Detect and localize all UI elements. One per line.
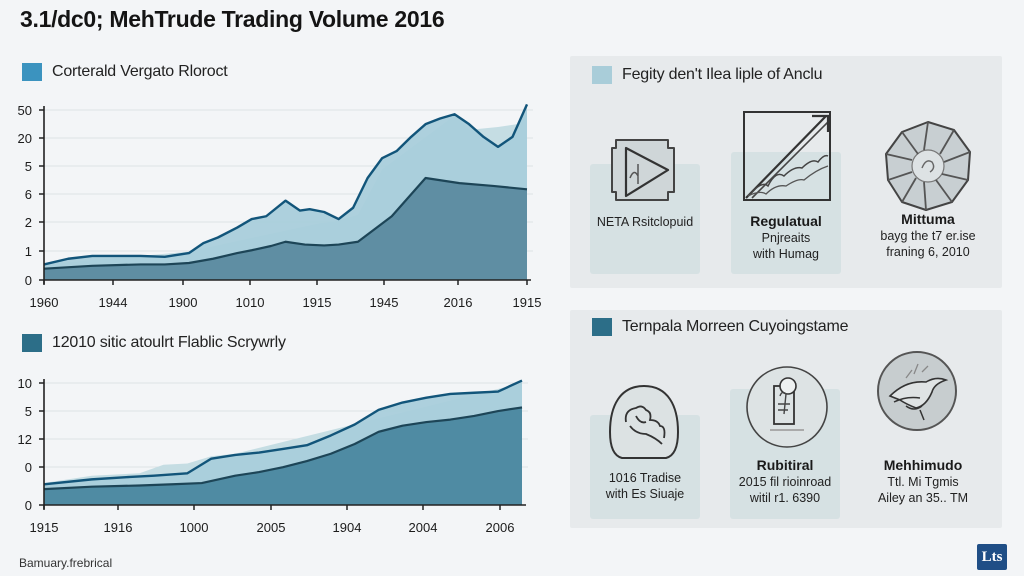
panel-top-legend: Fegity den't Ilea liple of Anclu [592, 66, 823, 84]
y-tick-label: 50 [18, 103, 32, 118]
chart1-legend-label: Corterald Vergato Rloroct [52, 63, 228, 80]
series-line-upper [43, 103, 529, 266]
card-text: Ttl. Mi Tgmis [887, 475, 959, 489]
chart2-legend-label: 12010 sitic atoulrt Flablic Scrywrly [52, 334, 286, 351]
card-text: witil r1. 6390 [749, 491, 821, 505]
y-tick-label: 5 [25, 404, 32, 419]
panel-top: Fegity den't Ilea liple of Anclu NETA Rs… [570, 56, 1002, 288]
card-text: bayg the t7 er.ise [880, 229, 976, 243]
card-heading: Regulatual [750, 213, 822, 229]
chart1-legend: Corterald Vergato Rloroct [22, 63, 228, 81]
x-tick-label: 1010 [236, 295, 265, 310]
card-text: with Humag [753, 247, 819, 261]
handshake-icon [608, 384, 680, 459]
x-tick-label: 2016 [444, 295, 473, 310]
card-heading: Mittuma [901, 211, 955, 227]
card-heading: Mehhimudo [883, 457, 963, 473]
y-tick-label: 10 [18, 376, 32, 391]
x-tick-label: 1915 [30, 520, 59, 535]
x-tick-label: 2004 [409, 520, 438, 535]
card-heading: Rubitiral [756, 457, 814, 473]
card-caption: Mittuma bayg the t7 er.ise franing 6, 20… [853, 210, 1003, 260]
chart2-legend: 12010 sitic atoulrt Flablic Scrywrly [22, 334, 286, 352]
x-tick-label: 2006 [486, 520, 515, 535]
y-tick-label: 6 [25, 187, 32, 202]
chart2-legend-swatch [22, 334, 42, 352]
trend-arrow-icon [743, 111, 831, 201]
y-tick-label: 0 [25, 460, 32, 475]
card-caption: Rubitiral 2015 fil rioinroad witil r1. 6… [710, 456, 860, 506]
x-tick-label: 1944 [99, 295, 128, 310]
x-tick-label: 1904 [333, 520, 362, 535]
panel-top-legend-label: Fegity den't Ilea liple of Anclu [622, 66, 823, 83]
x-tick-label: 1945 [370, 295, 399, 310]
card-text: 2015 fil rioinroad [738, 475, 832, 489]
logo: Lts [977, 544, 1007, 570]
y-tick-label: 20 [18, 131, 32, 146]
card-caption: Regulatual Pnjreaits with Humag [711, 212, 861, 262]
panel-bottom-legend-label: Ternpala Morreen Cuyoingstame [622, 318, 849, 335]
card-text: with Es Siuaje [605, 487, 685, 501]
card-caption: NETA Rsitclopuid [570, 214, 720, 230]
x-tick-label: 1915 [513, 295, 542, 310]
document-magnifier-icon [746, 366, 828, 448]
x-tick-label: 1916 [104, 520, 133, 535]
chart1-legend-swatch [22, 63, 42, 81]
panel-bottom: Ternpala Morreen Cuyoingstame 1016 Tradi… [570, 310, 1002, 528]
y-tick-label: 0 [25, 273, 32, 288]
footer-source: Bamuary.frebrical [19, 556, 113, 570]
card-text: 1016 Tradise [608, 471, 682, 485]
panel-bottom-legend-swatch [592, 318, 612, 336]
card-caption: 1016 Tradise with Es Siuaje [570, 470, 720, 502]
card-text: NETA Rsitclopuid [596, 215, 694, 229]
chart1: 50 20 5 6 2 1 0 1960 1944 1900 1010 1915 1945 2016 191… [18, 103, 542, 310]
x-tick-label: 1915 [303, 295, 332, 310]
series-line-lower [43, 176, 528, 270]
series-line-upper [43, 379, 523, 486]
play-icon [611, 139, 675, 201]
x-tick-label: 1000 [180, 520, 209, 535]
panel-top-legend-swatch [592, 66, 612, 84]
card-caption: Mehhimudo Ttl. Mi Tgmis Ailey an 35.. TM [848, 456, 998, 506]
card-bg [731, 152, 841, 274]
panel-bottom-legend: Ternpala Morreen Cuyoingstame [592, 318, 849, 336]
series-line-lower [43, 406, 523, 491]
x-tick-label: 1900 [169, 295, 198, 310]
card-text: Pnjreaits [761, 231, 811, 245]
series-area-lower [44, 178, 527, 280]
bird-hand-icon [877, 351, 957, 431]
chart2: 10 5 12 0 0 1915 1916 1000 2005 1904 2004 2006 [18, 376, 528, 535]
shutter-icon [885, 121, 971, 211]
card-text: Ailey an 35.. TM [877, 491, 969, 505]
y-tick-label: 1 [25, 244, 32, 259]
page-title: 3.1/dc0; MehTrude Trading Volume 2016 [20, 6, 445, 32]
x-tick-label: 1960 [30, 295, 59, 310]
y-tick-label: 2 [25, 215, 32, 230]
y-tick-label: 0 [25, 498, 32, 513]
y-tick-label: 5 [25, 159, 32, 174]
card-text: franing 6, 2010 [886, 245, 970, 259]
x-tick-label: 2005 [257, 520, 286, 535]
y-tick-label: 12 [18, 432, 32, 447]
series-area-lower [44, 407, 522, 505]
